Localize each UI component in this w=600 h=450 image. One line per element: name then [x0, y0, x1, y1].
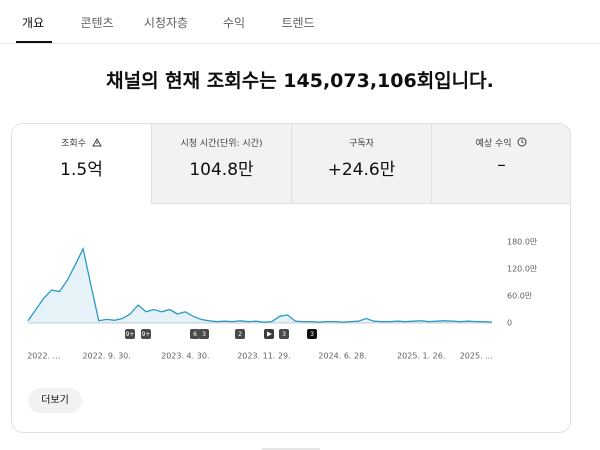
metric-value: 104.8만 — [189, 160, 254, 180]
metric-label: 조회수 — [61, 139, 86, 149]
scroll-indicator — [262, 448, 320, 450]
metric-label: 구독자 — [349, 139, 374, 149]
marker-badge: 6 — [190, 329, 200, 339]
tab[interactable]: 시청자층 — [143, 16, 189, 30]
badge-label: 3 — [310, 331, 314, 338]
y-tick-label: 0 — [507, 319, 512, 328]
marker-badge: 9+ — [125, 329, 135, 339]
area — [28, 248, 492, 323]
metric-value: +24.6만 — [327, 160, 396, 180]
metric-card[interactable]: 조회수 1.5억 — [12, 124, 151, 203]
tab[interactable]: 트렌드 — [281, 16, 315, 30]
x-tick-label: 2025. 1. 26. — [397, 352, 445, 361]
badge-bg — [279, 329, 289, 339]
marker-badge: 3 — [264, 329, 289, 339]
clock-icon — [517, 137, 527, 147]
x-tick-label: 2022. ... — [27, 352, 60, 361]
badge-bg — [141, 329, 151, 339]
x-tick-label: 2023. 11. 29. — [237, 352, 290, 361]
badge-bg — [125, 329, 135, 339]
badge-bg — [199, 329, 209, 339]
more-button[interactable]: 더보기 — [28, 388, 82, 413]
badge-label: 3 — [202, 331, 206, 338]
metric-card[interactable]: 시청 시간(단위: 시간) 104.8만 — [151, 124, 291, 204]
badge-bg — [307, 329, 317, 339]
marker-badge: 9+ — [141, 329, 151, 339]
metric-card[interactable]: 예상 수익 – — [431, 124, 570, 204]
marker-badge: 3 — [199, 329, 209, 339]
warning-icon — [91, 137, 102, 147]
metric-value: – — [497, 155, 506, 175]
metric-value: 1.5억 — [60, 160, 103, 180]
tab[interactable]: 콘텐츠 — [80, 16, 114, 30]
badge-label: 3 — [282, 331, 286, 338]
badge-label: 6 — [193, 331, 197, 338]
badge-label: 2 — [238, 331, 242, 338]
marker-badge: 3 — [307, 329, 317, 339]
tab[interactable]: 수익 — [222, 16, 246, 30]
badge-label: 9+ — [126, 331, 135, 338]
marker-badge: 2 — [235, 329, 245, 339]
y-tick-label: 60.0만 — [507, 292, 533, 301]
analytics-card: 조회수 1.5억 시청 시간(단위: 시간) 104.8만 구독자 +24.6만… — [11, 123, 571, 433]
badge-bg — [235, 329, 245, 339]
tab[interactable]: 개요 — [21, 16, 45, 30]
play-icon — [267, 331, 272, 337]
x-tick-label: 2025. ... — [460, 352, 493, 361]
badge-bg — [190, 329, 200, 339]
y-tick-label: 180.0만 — [507, 238, 538, 247]
tab-bar: 개요 콘텐츠 시청자층 수익 트렌드 — [0, 0, 600, 44]
tab-indicator — [16, 41, 52, 43]
x-tick-label: 2023. 4. 30. — [161, 352, 209, 361]
metric-label: 시청 시간(단위: 시간) — [180, 139, 263, 149]
y-tick-label: 120.0만 — [507, 265, 538, 274]
headline: 채널의 현재 조회수는 145,073,106회입니다. — [106, 70, 494, 92]
line — [27, 246, 493, 323]
metric-label: 예상 수익 — [475, 139, 512, 149]
badge-label: 9+ — [142, 331, 151, 338]
x-tick-label: 2024. 6. 28. — [318, 352, 366, 361]
x-tick-label: 2022. 9. 30. — [82, 352, 130, 361]
metric-card[interactable]: 구독자 +24.6만 — [291, 124, 431, 204]
